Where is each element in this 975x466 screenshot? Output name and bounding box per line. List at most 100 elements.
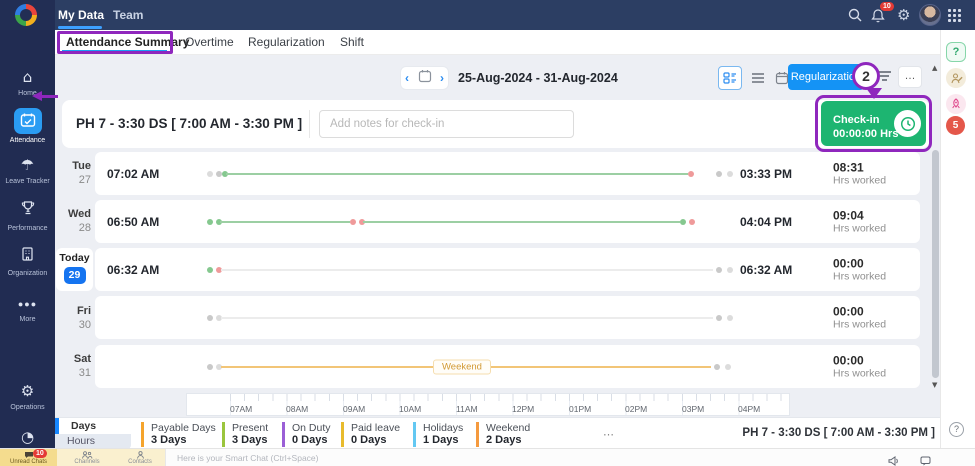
axis-tick: 08AM: [286, 404, 309, 414]
day-label-wed: Wed 28: [67, 208, 91, 234]
attendance-row-sat[interactable]: Weekend 00:00 Hrs worked: [95, 345, 920, 388]
summary-tab-hours[interactable]: Hours: [55, 434, 131, 449]
zoho-people-logo-icon[interactable]: [15, 4, 37, 26]
sidebar-item-performance[interactable]: Performance: [0, 200, 55, 232]
tab-shift[interactable]: Shift: [340, 35, 365, 49]
calendar-icon[interactable]: [418, 69, 432, 88]
clock-icon: [894, 110, 921, 137]
annotation-step-2: 2: [852, 62, 880, 90]
logo-block: [0, 0, 55, 30]
annotation-arrow-checkin: [866, 88, 882, 99]
help-question-icon[interactable]: ?: [949, 422, 964, 437]
next-week-chevron[interactable]: ›: [440, 71, 444, 85]
sidebar-item-leave-tracker[interactable]: ☂ Leave Tracker: [5, 156, 50, 185]
subtab-active-underline: [62, 50, 167, 53]
last-out-time: 04:04 PM: [740, 214, 793, 229]
first-in-time: 06:32 AM: [107, 262, 160, 277]
checkin-button[interactable]: Check-in 00:00:00 Hrs: [821, 101, 926, 146]
chat-window-icon[interactable]: [920, 453, 931, 466]
trophy-icon: [20, 201, 36, 221]
channels-button[interactable]: Channels: [62, 449, 112, 466]
contacts-button[interactable]: Contacts: [116, 449, 164, 466]
settings-gear-icon[interactable]: ⚙: [897, 6, 911, 24]
sidebar-item-more[interactable]: ●●● More: [17, 299, 38, 323]
sidebar-item-organization[interactable]: Organization: [0, 246, 55, 277]
today-date-badge: 29: [63, 267, 86, 284]
topnav-active-underline: [58, 26, 102, 29]
last-out-time: 03:33 PM: [740, 166, 793, 181]
first-in-time: 07:02 AM: [107, 166, 160, 181]
attendance-subtab-bar: Attendance Summary Overtime Regularizati…: [55, 30, 975, 55]
sidebar-item-attendance[interactable]: Attendance: [0, 108, 55, 144]
channels-people-icon: [62, 450, 112, 459]
more-options-button[interactable]: …: [898, 66, 922, 88]
day-label-sat: Sat 31: [73, 353, 91, 379]
unread-chats-button[interactable]: 10 Unread Chats: [0, 449, 57, 466]
whats-new-rocket-icon[interactable]: [946, 94, 966, 114]
summary-more-button[interactable]: ⋯: [603, 429, 614, 441]
search-icon[interactable]: [848, 8, 862, 27]
hours-worked: 00:00 Hrs worked: [833, 304, 887, 330]
apps-grid-icon[interactable]: [948, 9, 961, 22]
attendance-row-fri[interactable]: 00:00 Hrs worked: [95, 296, 920, 339]
stat-present: Present 3 Days: [222, 422, 268, 447]
hours-worked: 09:04 Hrs worked: [833, 208, 887, 234]
attendance-row-tue[interactable]: 07:02 AM 03:33 PM 08:31 Hrs worked: [95, 152, 920, 195]
day-label-today[interactable]: Today 29: [56, 248, 93, 291]
sidebar-item-operations[interactable]: ⚙ Operations: [10, 382, 45, 411]
date-range-label: 25-Aug-2024 - 31-Aug-2024: [458, 71, 618, 85]
home-icon: ⌂: [22, 68, 33, 86]
alert-count-badge[interactable]: 5: [946, 116, 965, 135]
timeline-axis: 07AM 08AM 09AM 10AM 11AM 12PM 01PM 02PM …: [186, 393, 790, 416]
hours-worked: 00:00 Hrs worked: [833, 353, 887, 379]
axis-tick: 11AM: [456, 404, 478, 414]
divider: [309, 110, 310, 138]
notifications-bell-icon[interactable]: [871, 8, 885, 28]
user-avatar[interactable]: [919, 4, 941, 26]
smart-chat-input[interactable]: Here is your Smart Chat (Ctrl+Space): [165, 449, 975, 466]
tab-overtime[interactable]: Overtime: [185, 35, 234, 49]
sidebar-item-home[interactable]: ⌂ Home: [18, 68, 37, 97]
help-icon[interactable]: ?: [946, 42, 966, 62]
vertical-scrollbar[interactable]: [932, 150, 939, 378]
axis-tick: 01PM: [569, 404, 592, 414]
left-sidebar: ⌂ Home Attendance ☂ Leave Tracker Perfor…: [0, 30, 55, 457]
checkin-notes-input[interactable]: [319, 110, 574, 138]
day-label-tue: Tue 27: [72, 160, 91, 186]
regularization-button[interactable]: Regularization: [788, 64, 864, 90]
view-toggle-calendar[interactable]: [770, 66, 794, 90]
topnav-tab-team[interactable]: Team: [113, 8, 144, 22]
axis-tick: 04PM: [738, 404, 761, 414]
summary-bar: Days Hours Payable Days 3 Days Present 3 D…: [55, 417, 940, 449]
operations-gear-icon: ⚙: [20, 382, 35, 400]
announcement-megaphone-icon[interactable]: [888, 453, 899, 466]
annotation-arrow-attendance-head: [32, 91, 42, 101]
tab-regularization[interactable]: Regularization: [248, 35, 325, 49]
attendance-row-today[interactable]: 06:32 AM 06:32 AM 00:00 Hrs worked: [95, 248, 920, 291]
attendance-row-wed[interactable]: 06:50 AM 04:04 PM 09:04 Hrs worked: [95, 200, 920, 243]
unread-count-badge: 10: [33, 449, 47, 458]
current-shift-label: PH 7 - 3:30 DS [ 7:00 AM - 3:30 PM ]: [76, 116, 303, 131]
weekend-badge: Weekend: [433, 359, 491, 374]
stat-holidays: Holidays 1 Days: [413, 422, 463, 447]
shift-info-label: PH 7 - 3:30 DS [ 7:00 AM - 3:30 PM ]: [742, 427, 935, 439]
checkin-panel: PH 7 - 3:30 DS [ 7:00 AM - 3:30 PM ]: [62, 100, 930, 148]
filter-icon[interactable]: [878, 71, 891, 83]
feedback-edit-icon[interactable]: [946, 68, 966, 88]
view-toggle-summary[interactable]: [718, 66, 742, 90]
summary-tab-days[interactable]: Days: [55, 418, 131, 434]
top-navbar: My Data Team 10 ⚙: [0, 0, 975, 30]
notification-count-badge: 10: [880, 2, 894, 11]
scroll-down-arrow[interactable]: ▼: [932, 381, 938, 389]
last-out-time: 06:32 AM: [740, 262, 793, 277]
hours-worked: 08:31 Hrs worked: [833, 160, 887, 186]
view-toggle-list[interactable]: [746, 66, 770, 90]
tab-attendance-summary[interactable]: Attendance Summary: [66, 35, 190, 49]
topnav-tab-my-data[interactable]: My Data: [58, 8, 105, 22]
attendance-calendar-icon: [13, 108, 42, 134]
pie-chart-icon: ◔: [20, 428, 35, 446]
building-icon: [20, 247, 35, 266]
scroll-up-arrow[interactable]: ▲: [932, 64, 938, 72]
prev-week-chevron[interactable]: ‹: [405, 71, 409, 85]
